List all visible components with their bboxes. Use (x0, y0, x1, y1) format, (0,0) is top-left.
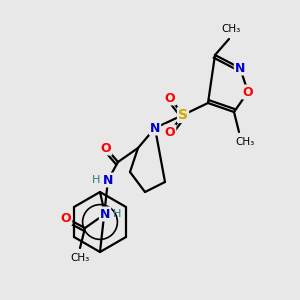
Text: CH₃: CH₃ (236, 137, 255, 147)
Text: O: O (165, 92, 175, 104)
Text: H: H (92, 175, 100, 185)
Text: O: O (243, 85, 253, 98)
Text: H: H (113, 209, 121, 219)
Text: N: N (150, 122, 160, 134)
Text: N: N (103, 173, 113, 187)
Text: O: O (101, 142, 111, 154)
Text: N: N (235, 61, 245, 74)
Text: S: S (178, 108, 188, 122)
Text: CH₃: CH₃ (70, 253, 90, 263)
Text: O: O (165, 125, 175, 139)
Text: N: N (100, 208, 110, 220)
Text: CH₃: CH₃ (221, 24, 241, 34)
Text: O: O (61, 212, 71, 224)
